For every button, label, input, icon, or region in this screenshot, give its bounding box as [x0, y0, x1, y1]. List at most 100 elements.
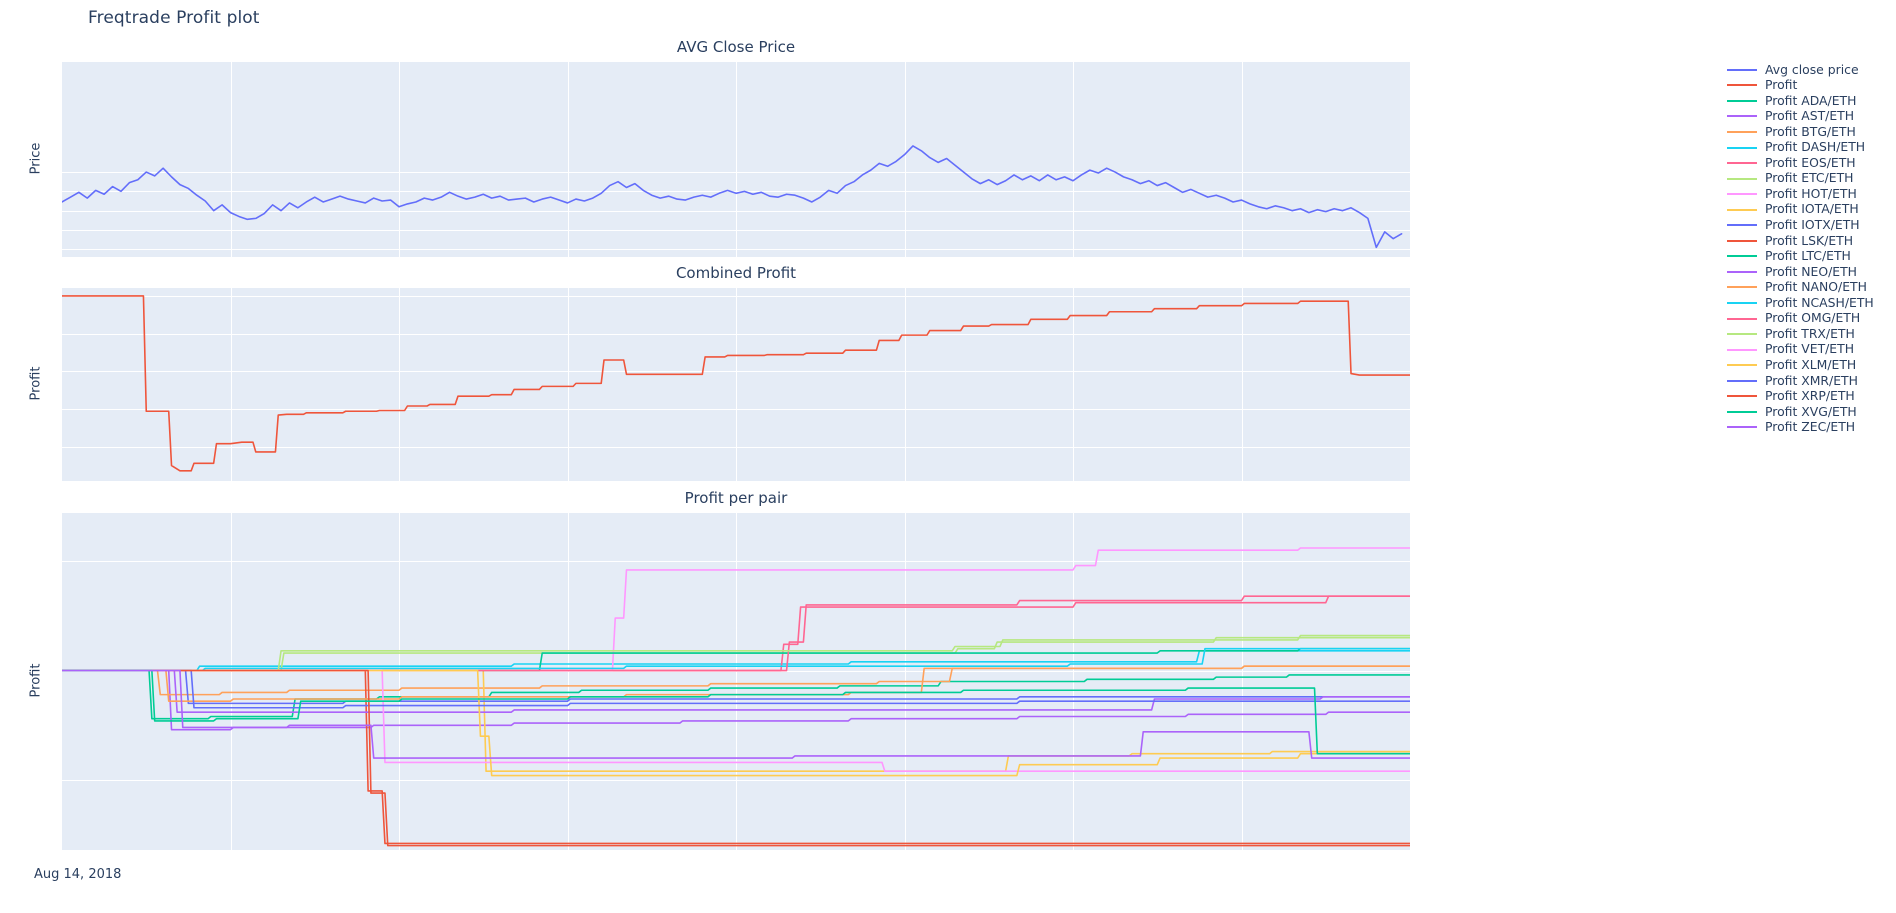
series-line — [62, 669, 1410, 759]
legend-color-swatch-line-icon — [1727, 68, 1757, 71]
x-gridline — [399, 513, 400, 850]
subplot-avg-close-price: AVG Close Price 0.080.0790.0780.0770.076… — [29, 38, 1410, 257]
legend-color-swatch-line-icon — [1727, 193, 1757, 196]
y-axis-label-0: Price — [28, 142, 44, 174]
legend-item[interactable]: Profit IOTA/ETH — [1727, 202, 1895, 218]
legend-color-swatch-line-icon — [1727, 239, 1757, 242]
y-axis-label-1: Profit — [28, 366, 44, 400]
page-title: Freqtrade Profit plot — [88, 8, 260, 28]
series-line — [62, 595, 1410, 672]
legend-item[interactable]: Profit NANO/ETH — [1727, 280, 1895, 296]
legend-item[interactable]: Profit TRX/ETH — [1727, 326, 1895, 342]
x-gridline — [736, 513, 737, 850]
legend-color-swatch-line-icon — [1727, 270, 1757, 273]
legend-item[interactable]: Profit ADA/ETH — [1727, 93, 1895, 109]
legend-color-swatch-line-icon — [1727, 130, 1757, 133]
legend-color-swatch-line-icon — [1727, 177, 1757, 180]
x-gridline — [230, 513, 232, 850]
legend-item-label: Profit VET/ETH — [1765, 341, 1855, 357]
legend-item-label: Profit LTC/ETH — [1765, 248, 1851, 264]
x-gridline — [736, 62, 737, 257]
x-gridline — [230, 62, 232, 257]
legend-color-swatch-line-icon — [1727, 208, 1757, 211]
legend-item[interactable]: Profit LSK/ETH — [1727, 233, 1895, 249]
legend-item[interactable]: Profit ZEC/ETH — [1727, 420, 1895, 436]
series-line — [62, 669, 1410, 713]
legend-item[interactable]: Profit IOTX/ETH — [1727, 217, 1895, 233]
legend-item-label: Profit ADA/ETH — [1765, 92, 1857, 108]
legend-item-label: Profit IOTX/ETH — [1765, 217, 1860, 233]
legend-item-label: Profit — [1765, 77, 1798, 93]
legend-color-swatch-line-icon — [1727, 286, 1757, 289]
legend-item[interactable]: Profit XLM/ETH — [1727, 357, 1895, 373]
legend-item[interactable]: Profit LTC/ETH — [1727, 249, 1895, 265]
legend-item[interactable]: Profit — [1727, 78, 1895, 94]
legend-item[interactable]: Avg close price — [1727, 62, 1895, 78]
legend-item-label: Profit DASH/ETH — [1765, 139, 1866, 155]
legend-item[interactable]: Profit DASH/ETH — [1727, 140, 1895, 156]
legend-color-swatch-line-icon — [1727, 426, 1757, 429]
x-gridline — [567, 513, 569, 850]
legend-item-label: Profit IOTA/ETH — [1765, 201, 1859, 217]
legend-color-swatch-line-icon — [1727, 162, 1757, 165]
series-line — [62, 669, 1410, 773]
legend-item-label: Profit XRP/ETH — [1765, 388, 1855, 404]
legend-color-swatch-line-icon — [1727, 255, 1757, 258]
x-gridline — [904, 62, 906, 257]
series-line — [62, 647, 1410, 672]
series-line — [62, 650, 1410, 672]
legend-color-swatch-line-icon — [1727, 379, 1757, 382]
legend-item-label: Profit NEO/ETH — [1765, 263, 1857, 279]
plot-area-0[interactable]: 0.080.0790.0780.0770.076 — [62, 62, 1410, 257]
subplot-title-1: Combined Profit — [675, 264, 797, 282]
plot-area-2[interactable]: 0.050−0.0500:0003:0006:0009:0012:0015:00… — [62, 513, 1410, 850]
x-gridline — [1073, 62, 1074, 257]
x-gridline — [736, 288, 737, 481]
x-gridline — [1241, 513, 1243, 850]
legend-item[interactable]: Profit AST/ETH — [1727, 109, 1895, 125]
legend-color-swatch-line-icon — [1727, 224, 1757, 227]
x-gridline — [1073, 288, 1074, 481]
legend-item[interactable]: Profit EOS/ETH — [1727, 155, 1895, 171]
legend-item[interactable]: Profit HOT/ETH — [1727, 186, 1895, 202]
x-gridline — [399, 288, 400, 481]
x-gridline — [230, 288, 232, 481]
series-line — [62, 669, 1410, 731]
x-axis-date-label: Aug 14, 2018 — [34, 867, 122, 882]
legend-item-label: Profit NANO/ETH — [1765, 279, 1867, 295]
legend-item[interactable]: Profit XMR/ETH — [1727, 373, 1895, 389]
series-line — [62, 595, 1410, 672]
series-line — [62, 634, 1410, 672]
legend-item[interactable]: Profit NEO/ETH — [1727, 264, 1895, 280]
plot-area-1[interactable]: 0−0.05−0.1−0.15−0.2 — [62, 288, 1410, 481]
legend-item[interactable]: Profit XVG/ETH — [1727, 404, 1895, 420]
legend-item[interactable]: Profit OMG/ETH — [1727, 311, 1895, 327]
series-line — [62, 145, 1403, 249]
legend-item-label: Profit XVG/ETH — [1765, 403, 1857, 419]
x-gridline — [1241, 288, 1243, 481]
series-line — [62, 669, 1410, 847]
legend-item-label: Profit NCASH/ETH — [1765, 294, 1874, 310]
legend: Avg close price Profit Profit ADA/ETH Profi… — [1727, 62, 1895, 435]
legend-item[interactable]: Profit VET/ETH — [1727, 342, 1895, 358]
x-gridline — [904, 288, 906, 481]
series-layer — [62, 295, 1410, 472]
subplot-title-2: Profit per pair — [684, 489, 788, 507]
subplot-combined-profit: Combined Profit 0−0.05−0.1−0.15−0.2 Prof… — [29, 264, 1410, 481]
legend-item-label: Profit LSK/ETH — [1765, 232, 1854, 248]
legend-item[interactable]: Profit ETC/ETH — [1727, 171, 1895, 187]
legend-item[interactable]: Profit NCASH/ETH — [1727, 295, 1895, 311]
legend-color-swatch-line-icon — [1727, 115, 1757, 118]
legend-color-swatch-line-icon — [1727, 410, 1757, 413]
legend-item[interactable]: Profit BTG/ETH — [1727, 124, 1895, 140]
series-line — [62, 547, 1410, 672]
legend-item-label: Profit BTG/ETH — [1765, 123, 1856, 139]
legend-item[interactable]: Profit XRP/ETH — [1727, 388, 1895, 404]
legend-item-label: Profit AST/ETH — [1765, 108, 1855, 124]
legend-item-label: Profit EOS/ETH — [1765, 154, 1856, 170]
legend-item-label: Profit TRX/ETH — [1765, 325, 1855, 341]
y-axis-label-2: Profit — [28, 663, 44, 697]
series-line — [62, 669, 1410, 720]
series-layer — [62, 145, 1403, 249]
series-line — [62, 647, 1410, 672]
